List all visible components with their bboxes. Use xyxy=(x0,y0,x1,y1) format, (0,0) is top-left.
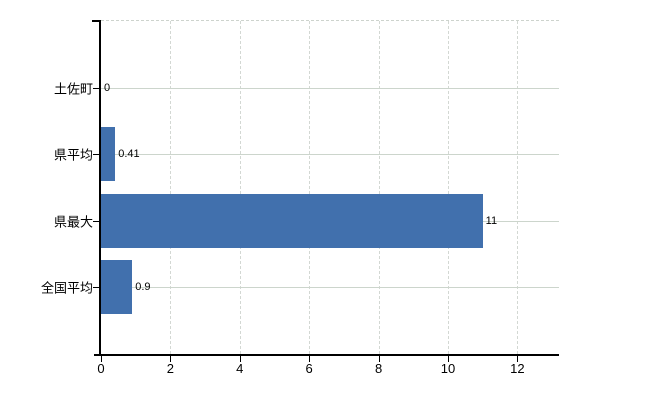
y-axis-tick xyxy=(93,87,99,89)
x-axis-tick xyxy=(517,356,519,362)
x-axis-tick xyxy=(239,356,241,362)
gridline-vertical xyxy=(378,21,380,354)
x-axis-tick xyxy=(101,356,102,362)
x-tick-label: 0 xyxy=(97,361,105,376)
bar-value-label: 0.9 xyxy=(135,281,151,294)
x-axis-tick xyxy=(170,356,172,362)
y-axis-tick xyxy=(93,287,99,289)
category-label: 県平均 xyxy=(53,147,93,163)
bar-value-label: 0 xyxy=(104,81,111,94)
bar-value-label: 0.41 xyxy=(118,148,140,161)
bar-value-label: 11 xyxy=(485,214,498,227)
bar xyxy=(101,193,483,248)
plot-area: 0 0.41 11 0.9 xyxy=(92,20,559,362)
x-axis-line xyxy=(94,354,559,356)
plot-top-border xyxy=(101,20,559,21)
x-axis-tick xyxy=(309,356,311,362)
gridline-vertical xyxy=(517,21,519,354)
category-label: 県最大 xyxy=(53,214,93,230)
y-axis-end-tick xyxy=(92,20,99,22)
gridline-horizontal xyxy=(101,287,559,289)
x-axis-tick xyxy=(447,356,449,362)
y-axis-line xyxy=(99,20,101,354)
x-tick-label: 12 xyxy=(510,361,525,376)
x-tick-label: 4 xyxy=(236,361,244,376)
y-axis-tick xyxy=(93,220,99,222)
x-tick-label: 8 xyxy=(374,361,383,376)
category-label: 全国平均 xyxy=(40,280,93,296)
bar xyxy=(101,127,116,182)
gridline-vertical xyxy=(309,21,311,354)
gridline-vertical xyxy=(170,21,172,354)
category-label: 土佐町 xyxy=(53,81,93,97)
gridline-vertical xyxy=(239,21,241,354)
x-tick-label: 2 xyxy=(166,361,175,376)
gridline-vertical xyxy=(447,21,449,354)
gridline-horizontal xyxy=(101,154,559,156)
y-axis-tick xyxy=(93,154,99,156)
x-axis-tick xyxy=(378,356,380,362)
x-tick-label: 10 xyxy=(440,361,456,376)
x-tick-label: 6 xyxy=(305,361,313,376)
gridline-horizontal xyxy=(101,87,559,89)
bar xyxy=(101,260,133,315)
